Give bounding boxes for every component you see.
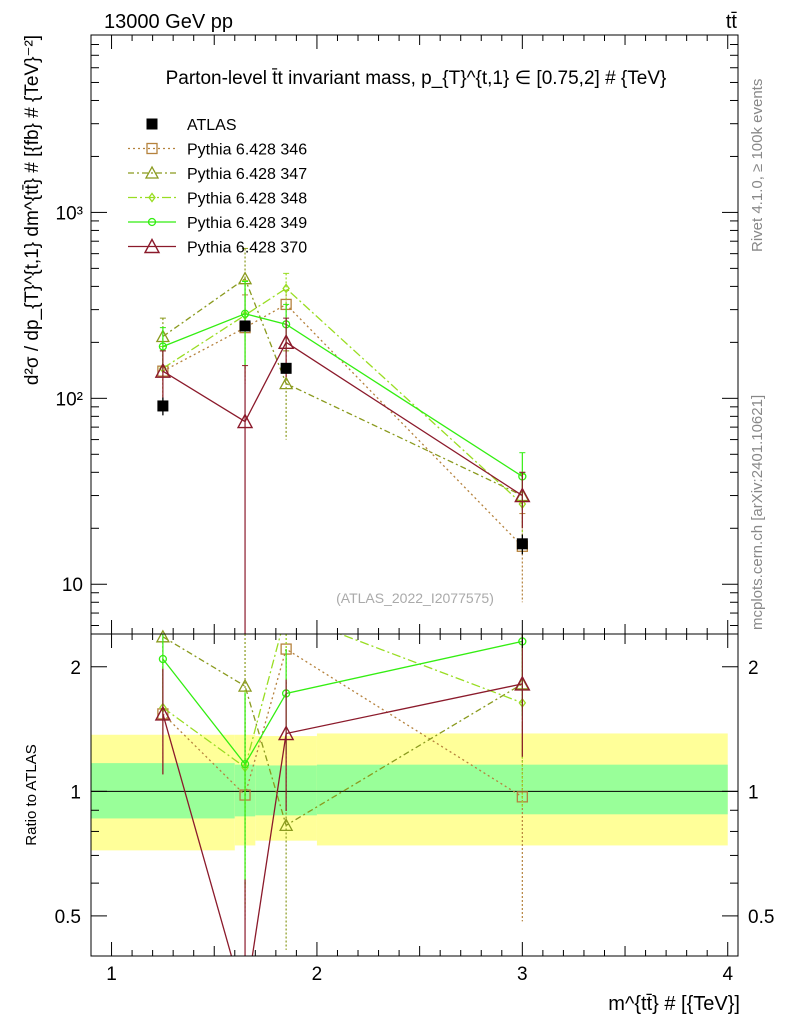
- y-tick-label: 10³: [56, 203, 83, 224]
- y-tick-label: 10: [62, 575, 83, 596]
- ratio-axis-ticks: 1 2 3 4 0.5 0.5 1 1 2 2: [55, 634, 774, 985]
- ratio-tick-label: 2: [70, 658, 81, 679]
- ratio-frame: [90, 633, 739, 957]
- ratio-tick-label: 0.5: [748, 907, 774, 928]
- series-point: [277, 333, 295, 350]
- data-point: [516, 538, 528, 550]
- legend-marker: [144, 165, 160, 179]
- process-label: tt̄: [726, 11, 738, 33]
- series-line: [162, 277, 523, 497]
- ratio-series-line: [162, 636, 523, 827]
- series-point: [279, 376, 294, 390]
- ratio-plot-area: [91, 629, 738, 956]
- series-point: [282, 283, 290, 294]
- data-point: [157, 400, 169, 412]
- legend-marker: [146, 142, 158, 155]
- rivet-label: Rivet 4.1.0, ≥ 100k events: [749, 79, 766, 252]
- legend-label: Pythia 6.428 370: [187, 240, 307, 257]
- ratio-point: [514, 675, 531, 691]
- series-point: [514, 487, 531, 503]
- ratio-series-line: [162, 683, 523, 956]
- series-4-main: [158, 281, 527, 511]
- ratio-tick-label: 1: [70, 782, 81, 803]
- series-2-main: [155, 247, 530, 529]
- ratio-panel: 1 2 3 4 0.5 0.5 1 1 2 2 Ratio to ATLAS m^{tt̄} # …: [23, 629, 774, 1015]
- chart-title: Parton-level t̄t invariant mass, p_{T}^{…: [166, 68, 667, 89]
- y-axis-label: d²σ / dp_{T}^{t,1} dm^{tt̄} # [{fb} # {T…: [22, 35, 43, 385]
- ratio-series-line: [162, 634, 523, 769]
- watermark: (ATLAS_2022_I2077575): [336, 590, 494, 606]
- legend-marker: [147, 217, 157, 227]
- ratio-point: [277, 725, 295, 741]
- legend-label: Pythia 6.428 348: [187, 191, 307, 208]
- x-tick-label: 1: [106, 964, 117, 985]
- ratio-point: [158, 654, 168, 664]
- series-5-ratio: [154, 634, 531, 956]
- x-tick-label: 2: [312, 964, 323, 985]
- main-panel: 10 10² 10³ Parton-level t̄t invariant mass…: [22, 34, 739, 635]
- ratio-series-line: [162, 640, 523, 766]
- series-1-main: [157, 290, 528, 603]
- main-plot-area: [154, 247, 531, 634]
- data-series: [157, 320, 528, 555]
- legend: ATLAS Pythia 6.428 346 Pythia 6.428 347 Pyt…: [128, 117, 307, 257]
- legend-marker: [143, 238, 161, 254]
- ratio-tick-label: 0.5: [55, 907, 81, 928]
- series-3-main: [159, 272, 527, 552]
- ratio-point: [154, 705, 172, 721]
- data-point: [239, 320, 251, 332]
- ratio-series-line: [162, 648, 523, 798]
- x-tick-label: 4: [722, 964, 733, 985]
- ratio-point: [240, 760, 250, 769]
- ratio-point: [237, 678, 253, 692]
- ratio-tick-label: 2: [748, 658, 759, 679]
- series-point: [240, 309, 250, 318]
- series-line: [162, 341, 523, 497]
- ratio-tick-label: 1: [748, 782, 759, 803]
- series-point: [158, 342, 168, 351]
- x-axis-label: m^{tt̄} # [{TeV}]: [608, 993, 740, 1015]
- x-tick-label: 3: [517, 964, 528, 985]
- legend-marker: [148, 192, 156, 203]
- energy-label: 13000 GeV pp: [104, 11, 233, 33]
- legend-label: ATLAS: [187, 117, 237, 134]
- series-line: [162, 287, 523, 505]
- series-point: [154, 362, 172, 378]
- series-point: [236, 413, 254, 429]
- legend-label: Pythia 6.428 349: [187, 215, 307, 232]
- legend-label: Pythia 6.428 346: [187, 142, 307, 159]
- legend-marker-atlas: [146, 118, 158, 130]
- series-line: [162, 303, 523, 547]
- y-tick-label: 10²: [56, 389, 83, 410]
- mcplots-label: mcplots.cern.ch [arXiv:2401.10621]: [749, 395, 766, 630]
- data-point: [280, 362, 292, 374]
- main-axis-ticks: 10 10² 10³: [56, 34, 738, 634]
- ratio-point: [279, 817, 294, 831]
- series-5-main: [154, 317, 531, 634]
- series-line: [162, 313, 523, 478]
- legend-label: Pythia 6.428 347: [187, 166, 307, 183]
- ratio-y-axis-label: Ratio to ATLAS: [23, 744, 40, 845]
